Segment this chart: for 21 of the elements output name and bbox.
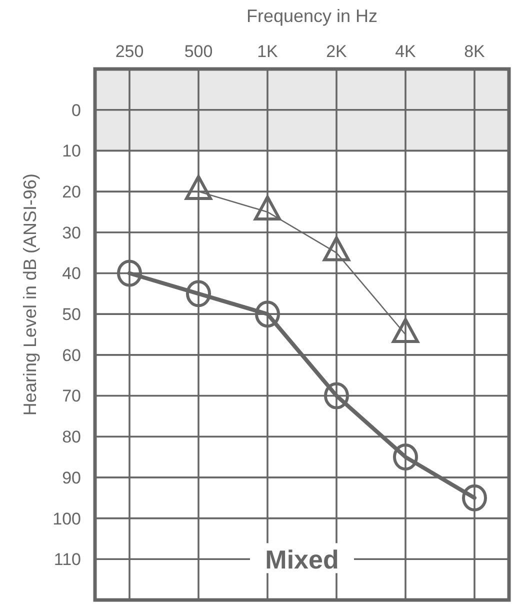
y-axis-title: Hearing Level in dB (ANSI-96)	[20, 173, 40, 416]
y-tick-label: 20	[62, 182, 81, 202]
y-tick-label: 110	[54, 550, 81, 570]
x-tick-label: 4K	[395, 42, 417, 61]
x-tick-label: 2K	[326, 42, 348, 61]
x-axis-title: Frequency in Hz	[246, 6, 378, 26]
y-tick-label: 90	[62, 468, 81, 488]
y-tick-label: 10	[62, 142, 81, 161]
y-tick-label: 30	[62, 223, 81, 242]
annotation: Mixed	[265, 544, 339, 574]
y-tick-label: 100	[52, 509, 81, 528]
x-tick-label: 250	[115, 42, 144, 61]
y-tick-label: 80	[62, 428, 81, 447]
y-tick-label: 70	[62, 386, 81, 406]
x-tick-label: 1K	[257, 42, 279, 61]
x-tick-label: 8K	[464, 42, 486, 61]
x-tick-label: 500	[184, 42, 213, 61]
y-tick-label: 50	[62, 305, 81, 324]
y-tick-label: 40	[62, 264, 81, 284]
y-tick-label: 60	[62, 346, 81, 365]
y-tick-label: 0	[72, 100, 81, 120]
